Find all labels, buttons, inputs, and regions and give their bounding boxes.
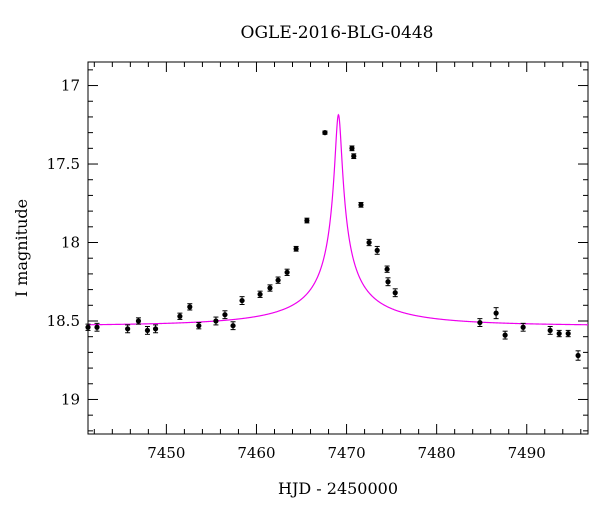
point-marker (125, 326, 131, 332)
data-point (366, 238, 372, 247)
point-marker (222, 312, 228, 318)
point-marker (502, 332, 508, 338)
x-tick-label: 7470 (327, 444, 365, 462)
point-marker (547, 327, 553, 334)
data-point (556, 329, 562, 338)
point-marker (230, 323, 236, 329)
data-point (502, 330, 508, 340)
point-marker (85, 324, 91, 330)
point-marker (293, 246, 299, 252)
point-marker (358, 202, 364, 208)
data-point (152, 324, 159, 334)
data-point (213, 316, 219, 326)
point-marker (94, 324, 100, 330)
data-point (493, 307, 499, 320)
data-point (275, 276, 281, 284)
point-marker (575, 352, 581, 359)
point-marker (144, 327, 151, 334)
data-point (358, 201, 364, 208)
point-marker (152, 326, 159, 332)
x-tick-label: 7450 (147, 444, 185, 462)
point-marker (187, 304, 193, 310)
data-point (565, 329, 571, 338)
y-tick-labels: 17 17.5 18 18.5 19 (47, 77, 80, 409)
data-point (547, 325, 553, 335)
point-marker (322, 130, 328, 136)
data-point (374, 245, 380, 255)
point-marker (304, 217, 310, 224)
data-point (575, 350, 581, 361)
axis-ticks (88, 62, 588, 434)
point-marker (493, 310, 499, 316)
y-tick-label: 17.5 (47, 155, 80, 173)
point-marker (239, 297, 245, 304)
data-point (392, 288, 398, 298)
y-tick-label: 18.5 (47, 312, 80, 330)
data-point (322, 130, 328, 136)
data-point (257, 290, 263, 298)
point-marker (366, 239, 372, 246)
y-tick-label: 19 (61, 390, 80, 408)
data-point (230, 321, 236, 331)
data-points (85, 130, 581, 361)
y-axis-label: I magnitude (12, 199, 31, 297)
point-marker (384, 266, 390, 272)
data-point (239, 296, 245, 306)
data-point (477, 318, 483, 327)
point-marker (520, 324, 526, 330)
point-marker (374, 247, 380, 253)
plot-frame (87, 61, 589, 435)
x-tick-label: 7480 (418, 444, 456, 462)
data-point (384, 265, 390, 273)
data-point (304, 217, 310, 224)
data-point (520, 322, 526, 332)
point-marker (477, 319, 483, 326)
point-marker (556, 330, 562, 337)
x-tick-label: 7490 (508, 444, 546, 462)
point-marker (349, 145, 355, 151)
data-point (196, 322, 202, 330)
data-point (293, 245, 299, 252)
point-marker (135, 318, 142, 324)
data-point (351, 153, 357, 160)
y-tick-label: 17 (61, 77, 80, 95)
point-marker (177, 313, 183, 319)
point-marker (275, 277, 281, 283)
data-point (349, 145, 355, 152)
point-marker (284, 269, 290, 275)
model-curve (88, 113, 588, 326)
data-point (94, 322, 100, 332)
data-point (177, 312, 183, 320)
y-tick-label: 18 (61, 234, 80, 252)
data-point (284, 268, 290, 276)
point-marker (392, 290, 398, 296)
point-marker (267, 285, 273, 291)
data-point (85, 323, 91, 331)
data-point (222, 310, 228, 320)
chart-title: OGLE-2016-BLG-0448 (241, 23, 434, 43)
data-point (385, 277, 391, 287)
data-point (125, 324, 131, 334)
point-marker (257, 291, 263, 297)
point-marker (385, 279, 391, 285)
plot-area (85, 113, 588, 361)
x-axis-label: HJD - 2450000 (278, 479, 398, 498)
data-point (187, 303, 193, 311)
x-tick-labels: 7450 7460 7470 7480 7490 (147, 444, 546, 462)
x-tick-label: 7460 (237, 444, 275, 462)
data-point (135, 317, 142, 325)
data-point (267, 284, 273, 292)
point-marker (196, 323, 202, 329)
data-point (144, 325, 151, 335)
point-marker (213, 318, 219, 324)
point-marker (351, 153, 357, 159)
point-marker (565, 330, 571, 337)
